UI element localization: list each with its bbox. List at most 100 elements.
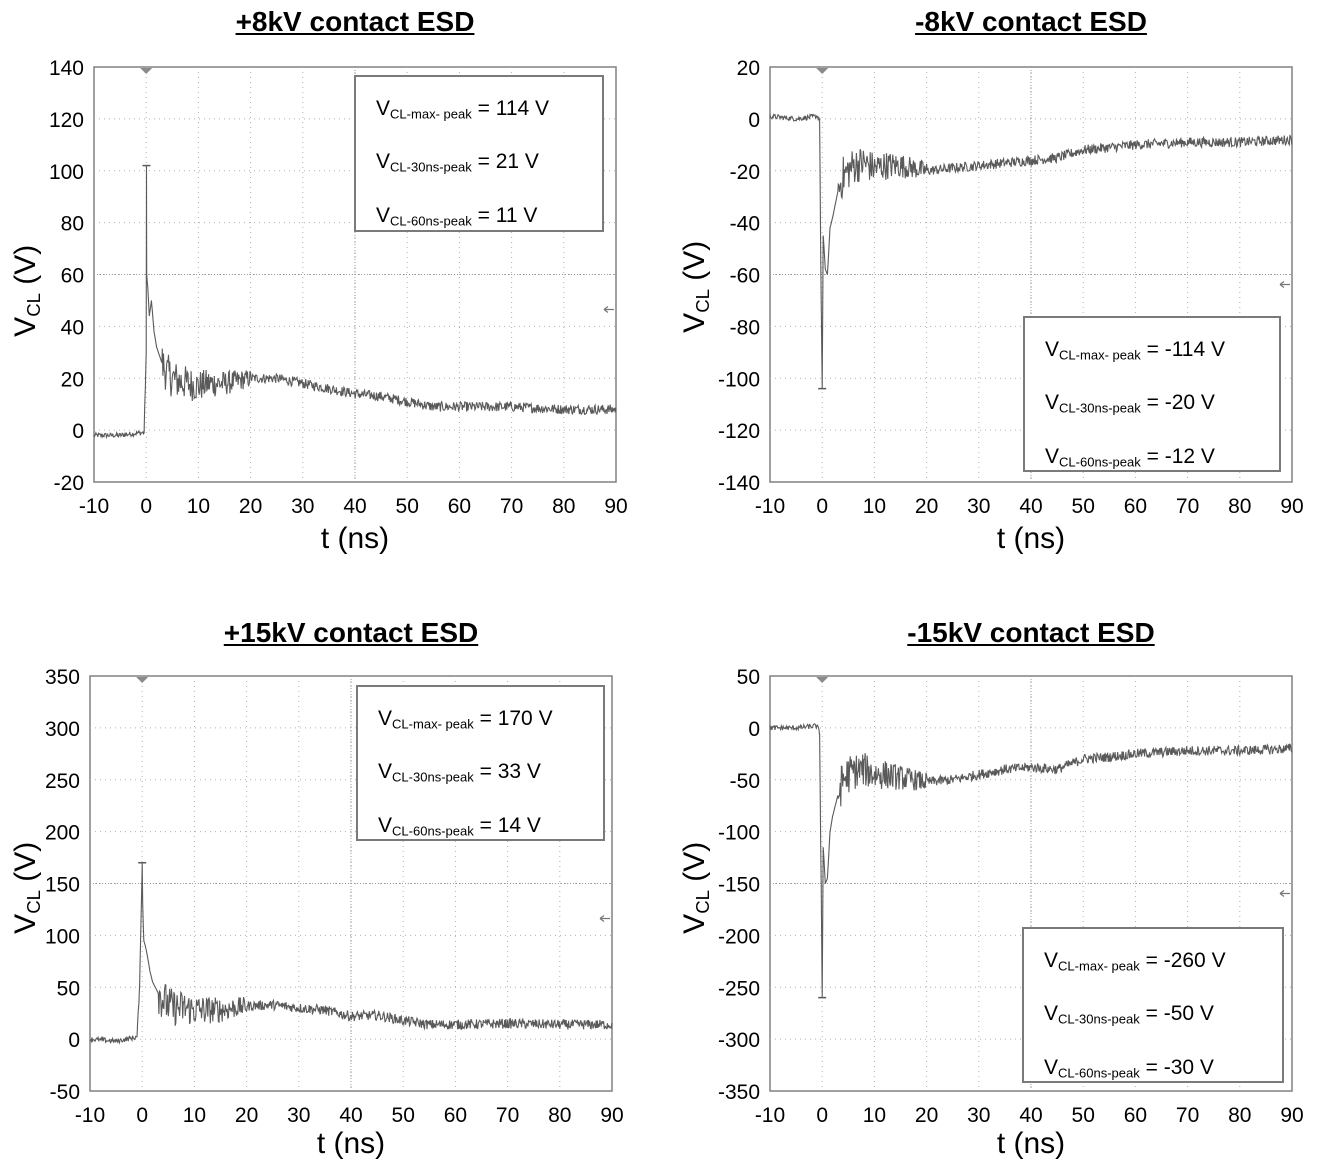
x-tick-label: 70 [1176,495,1199,518]
x-tick-label: 20 [915,1104,938,1127]
annotation-60ns-peak: VCL-60ns-peak = 11 V [376,203,538,228]
trigger-marker-icon [136,677,149,683]
annotation-30ns-peak: VCL-30ns-peak = -50 V [1044,1002,1214,1027]
chart-title: +15kV contact ESD [223,617,479,648]
x-tick-label: 60 [448,495,471,518]
x-tick-label: 0 [140,495,152,518]
y-tick-label: 140 [49,57,84,80]
trigger-marker-icon [816,68,829,74]
waveform-trace [93,165,617,440]
level-marker-icon [599,915,610,922]
y-tick-label: 80 [61,213,84,236]
chart-panel-neg-8kv: -8kV contact ESD VCL (V) t (ns) -10 0 10 20… [660,0,1321,583]
x-tick-label: 20 [915,495,938,518]
x-tick-label: 30 [291,495,314,518]
x-tick-label: 50 [1072,1104,1095,1127]
x-tick-label: 10 [863,1104,886,1127]
x-axis-label: t (ns) [996,522,1066,555]
x-tick-label: 0 [816,495,828,518]
y-tick-label: -100 [718,368,760,391]
y-tick-label: 50 [57,977,80,1000]
x-tick-label: 0 [816,1104,828,1127]
x-tick-label: 60 [444,1104,467,1127]
x-tick-label: 10 [863,495,886,518]
waveform-trace [769,722,1293,998]
annotation-max-peak: VCL-max- peak = 114 V [376,97,550,122]
x-tick-label: 40 [339,1104,362,1127]
y-tick-label: 300 [45,718,80,741]
annotation-30ns-peak: VCL-30ns-peak = -20 V [1045,391,1215,416]
annotation-60ns-peak: VCL-60ns-peak = -30 V [1044,1055,1214,1080]
x-tick-label: 90 [600,1104,623,1127]
y-tick-label: -150 [718,874,760,897]
x-tick-label: 40 [343,495,366,518]
y-tick-label: 50 [737,666,760,689]
x-tick-label: 80 [548,1104,571,1127]
x-tick-label: 40 [1019,1104,1042,1127]
x-tick-label: 80 [1228,495,1251,518]
level-marker-icon [1279,281,1290,288]
x-tick-label: 90 [1280,1104,1303,1127]
x-tick-label: 70 [496,1104,519,1127]
y-tick-label: -140 [718,472,760,495]
x-tick-label: 60 [1124,1104,1147,1127]
annotation-box: VCL-max- peak = -260 V VCL-30ns-peak = -… [1022,927,1284,1083]
chart-title: -15kV contact ESD [907,617,1155,648]
y-tick-label: -50 [50,1081,80,1104]
x-tick-label: 70 [1176,1104,1199,1127]
annotation-30ns-peak: VCL-30ns-peak = 21 V [376,150,539,175]
annotation-60ns-peak: VCL-60ns-peak = 14 V [378,813,541,838]
y-tick-label: 20 [737,57,760,80]
y-tick-label: 200 [45,822,80,845]
x-tick-label: 80 [552,495,575,518]
x-tick-label: 10 [187,495,210,518]
y-tick-label: -300 [718,1029,760,1052]
y-tick-label: -100 [718,822,760,845]
y-tick-label: 350 [45,666,80,689]
y-tick-label: 120 [49,109,84,132]
y-tick-label: -40 [730,213,760,236]
y-tick-label: -350 [718,1081,760,1104]
y-tick-label: 20 [61,368,84,391]
annotation-max-peak: VCL-max- peak = 170 V [378,707,553,732]
trigger-marker-icon [140,68,153,74]
chart-title: +8kV contact ESD [235,6,475,37]
level-marker-icon [1279,890,1290,897]
y-tick-label: -60 [730,265,760,288]
y-tick-label: -50 [730,770,760,793]
y-tick-label: 40 [61,316,84,339]
annotation-30ns-peak: VCL-30ns-peak = 33 V [378,760,541,785]
x-tick-label: 10 [183,1104,206,1127]
chart-panel-pos-15kv: +15kV contact ESD VCL (V) t (ns) -10 0 10 2… [0,583,660,1167]
plot-area: -10 0 10 20 30 40 50 60 70 80 90200-20-40-60-80-10… [718,57,1304,518]
x-tick-label: 30 [967,495,990,518]
annotation-max-peak: VCL-max- peak = -114 V [1045,338,1226,363]
x-axis-label: t (ns) [320,522,390,555]
annotation-box: VCL-max- peak = 114 V VCL-30ns-peak = 21… [354,75,604,232]
y-tick-label: -20 [730,161,760,184]
y-tick-label: 60 [61,265,84,288]
y-tick-label: -20 [54,472,84,495]
x-tick-label: -10 [75,1104,105,1127]
y-tick-label: 100 [45,925,80,948]
chart-title: -8kV contact ESD [915,6,1147,37]
x-tick-label: 50 [1072,495,1095,518]
x-axis-label: t (ns) [316,1127,386,1160]
y-tick-label: 0 [68,1029,80,1052]
x-tick-label: 20 [239,495,262,518]
x-tick-label: -10 [79,495,109,518]
chart-panel-neg-15kv: -15kV contact ESD VCL (V) t (ns) -10 0 10 2… [660,583,1321,1167]
y-tick-label: -120 [718,420,760,443]
annotation-60ns-peak: VCL-60ns-peak = -12 V [1045,444,1215,469]
x-tick-label: 60 [1124,495,1147,518]
y-tick-label: -80 [730,316,760,339]
trigger-marker-icon [816,677,829,683]
x-tick-label: 80 [1228,1104,1251,1127]
x-tick-label: -10 [755,495,785,518]
waveform-trace [89,862,613,1045]
x-tick-label: 0 [136,1104,148,1127]
x-tick-label: -10 [755,1104,785,1127]
y-tick-label: 150 [45,874,80,897]
x-tick-label: 30 [967,1104,990,1127]
